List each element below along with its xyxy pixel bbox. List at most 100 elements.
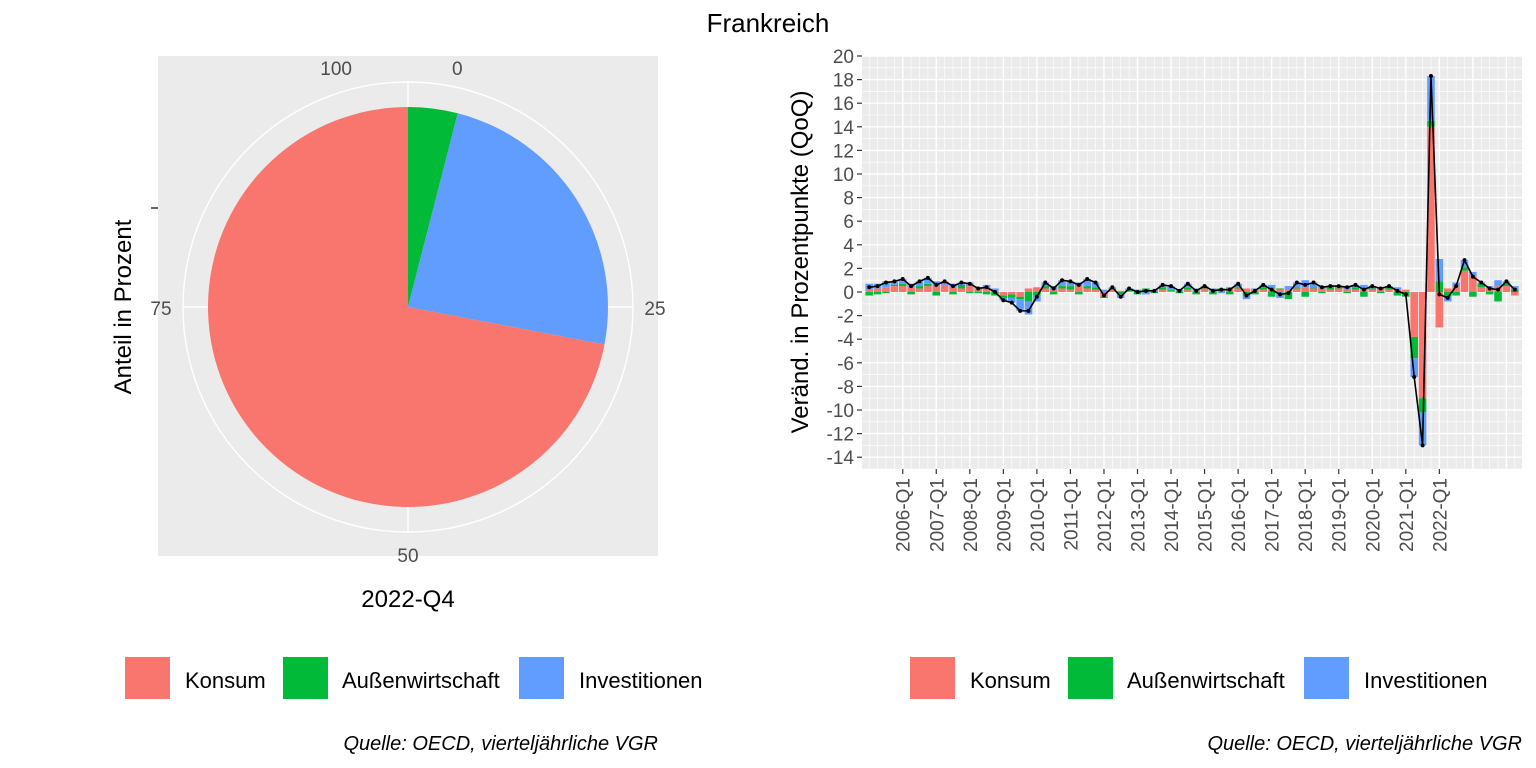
total-point-22 — [1051, 286, 1056, 291]
total-point-67 — [1428, 74, 1433, 79]
bar-konsum-69 — [1443, 288, 1452, 292]
bar-aussenwirtschaft-17 — [1007, 294, 1016, 298]
total-point-33 — [1143, 288, 1148, 293]
bar-y-tick-label-0: 0 — [843, 283, 854, 304]
bar-x-tick-label-2013-Q1: 2013-Q1 — [1129, 478, 1150, 552]
total-point-16 — [1001, 298, 1006, 303]
bar-investitionen-71 — [1460, 260, 1469, 268]
total-point-43 — [1227, 287, 1232, 292]
bar-konsum-20 — [1033, 287, 1041, 292]
bar-konsum-5 — [907, 287, 915, 292]
bar-x-tick-label-2010-Q1: 2010-Q1 — [1028, 478, 1049, 552]
total-point-46 — [1252, 288, 1257, 293]
legend-label-aussenwirtschaft-right: Außenwirtschaft — [1127, 668, 1285, 693]
bar-aussenwirtschaft-54 — [1318, 292, 1326, 294]
legend-key-aussenwirtschaft-right — [1068, 657, 1113, 699]
total-point-54 — [1319, 285, 1324, 290]
bar-aussenwirtschaft-63 — [1393, 292, 1402, 296]
total-point-6 — [917, 279, 922, 284]
pie-slices — [207, 107, 609, 507]
bar-aussenwirtschaft-27 — [1091, 287, 1100, 290]
bar-legend: Konsum Außenwirtschaft Investitionen — [910, 657, 1488, 699]
bar-y-tick-label--12: -12 — [827, 425, 854, 446]
bar-y-tick-label-14: 14 — [833, 118, 855, 139]
bar-konsum-3 — [890, 286, 899, 292]
total-point-23 — [1060, 278, 1065, 283]
bar-aussenwirtschaft-23 — [1058, 286, 1066, 289]
legend-label-aussenwirtschaft: Außenwirtschaft — [342, 668, 500, 693]
bar-aussenwirtschaft-30 — [1116, 292, 1125, 295]
bar-aussenwirtschaft-16 — [999, 295, 1008, 298]
bar-y-tick-label-8: 8 — [843, 189, 854, 210]
total-point-72 — [1470, 274, 1475, 279]
bar-konsum-36 — [1167, 290, 1175, 292]
bar-konsum-27 — [1091, 289, 1100, 292]
bar-aussenwirtschaft-43 — [1225, 292, 1234, 295]
bar-y-tick-label-10: 10 — [833, 165, 854, 186]
total-point-24 — [1068, 279, 1073, 284]
total-point-56 — [1336, 284, 1341, 289]
bar-aussenwirtschaft-3 — [890, 284, 899, 287]
pie-tick-label-75: 75 — [150, 299, 171, 320]
bar-x-tick-label-2017-Q1: 2017-Q1 — [1263, 478, 1284, 552]
total-point-30 — [1118, 294, 1123, 299]
bar-konsum-67 — [1427, 126, 1435, 292]
bar-konsum-64 — [1402, 289, 1410, 292]
bar-x-tick-label-2018-Q1: 2018-Q1 — [1296, 478, 1317, 552]
bar-konsum-56 — [1334, 288, 1343, 292]
legend-label-konsum-right: Konsum — [970, 668, 1051, 693]
total-point-50 — [1286, 291, 1291, 296]
bar-investitionen-15 — [991, 288, 999, 291]
bar-aussenwirtschaft-38 — [1184, 287, 1192, 290]
bar-y-tick-label-12: 12 — [833, 141, 854, 162]
bar-konsum-30 — [1116, 290, 1125, 292]
total-point-34 — [1152, 288, 1157, 293]
pie-slice-aussenwirtschaft — [408, 107, 458, 307]
bar-aussenwirtschaft-49 — [1276, 288, 1284, 290]
bar-konsum-76 — [1502, 286, 1511, 292]
total-point-65 — [1412, 374, 1417, 379]
bar-konsum-25 — [1075, 286, 1083, 292]
total-point-25 — [1076, 282, 1081, 287]
bar-konsum-26 — [1083, 288, 1091, 292]
total-point-49 — [1278, 292, 1283, 297]
bar-x-tick-label-2012-Q1: 2012-Q1 — [1095, 478, 1116, 552]
legend-key-investitionen-right — [1304, 657, 1349, 699]
bar-konsum-54 — [1318, 288, 1326, 292]
total-point-55 — [1328, 284, 1333, 289]
bar-konsum-10 — [949, 287, 957, 292]
total-point-63 — [1395, 288, 1400, 293]
bar-aussenwirtschaft-59 — [1360, 292, 1368, 297]
total-point-51 — [1294, 280, 1299, 285]
bar-konsum-31 — [1125, 290, 1133, 292]
bar-aussenwirtschaft-39 — [1192, 292, 1200, 295]
bar-aussenwirtschaft-19 — [1024, 292, 1033, 302]
legend-key-konsum-right — [910, 657, 955, 699]
bar-konsum-60 — [1368, 289, 1377, 292]
total-point-69 — [1445, 295, 1450, 300]
bar-investitionen-53 — [1309, 282, 1318, 288]
pie-slice-investitionen — [408, 113, 609, 345]
bar-investitionen-48 — [1267, 284, 1276, 289]
bar-x-tick-label-2020-Q1: 2020-Q1 — [1363, 478, 1384, 552]
total-point-64 — [1403, 292, 1408, 297]
total-point-1 — [875, 284, 880, 289]
bar-konsum-35 — [1158, 289, 1167, 292]
total-point-3 — [892, 279, 897, 284]
bar-aussenwirtschaft-67 — [1427, 120, 1435, 127]
bar-investitionen-42 — [1217, 292, 1226, 294]
bar-konsum-40 — [1200, 288, 1209, 292]
bar-konsum-70 — [1452, 286, 1460, 292]
bar-aussenwirtschaft-20 — [1033, 292, 1041, 296]
total-point-20 — [1034, 294, 1039, 299]
total-point-37 — [1177, 288, 1182, 293]
bar-investitionen-28 — [1100, 289, 1108, 292]
total-point-41 — [1210, 288, 1215, 293]
bar-aussenwirtschaft-66 — [1418, 398, 1427, 413]
bar-investitionen-26 — [1083, 279, 1091, 287]
total-point-29 — [1110, 285, 1115, 290]
bar-konsum-21 — [1041, 288, 1050, 292]
total-point-42 — [1219, 287, 1224, 292]
total-point-17 — [1009, 300, 1014, 305]
bar-konsum-14 — [982, 287, 991, 292]
